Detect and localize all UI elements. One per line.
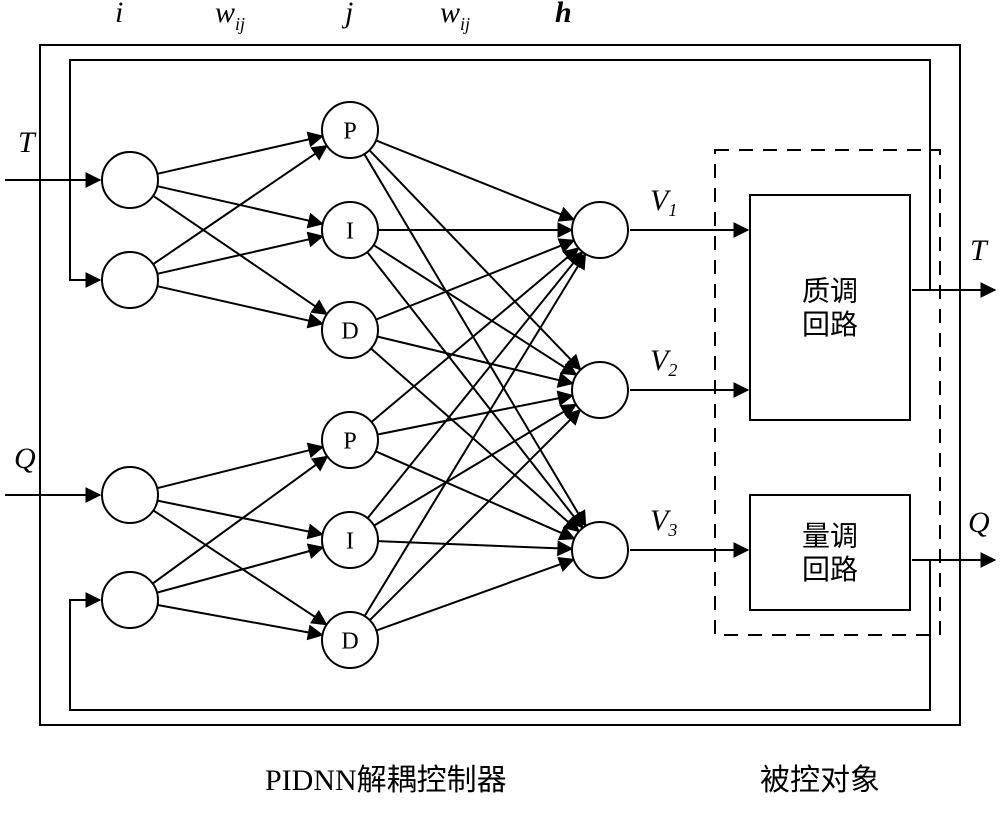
edge [374, 404, 576, 525]
hidden-node-label: I [346, 528, 354, 554]
block-top-line2: 回路 [802, 309, 858, 341]
hidden-node-label: P [343, 118, 356, 144]
edge [377, 395, 572, 434]
caption-right: 被控对象 [760, 764, 880, 797]
output-node [572, 362, 628, 418]
edge [158, 605, 323, 635]
label-Q-out: Q [968, 506, 990, 539]
label-V2: V2 [650, 344, 677, 380]
block-bottom-line1: 量调 [802, 522, 858, 553]
outer-box [40, 45, 960, 725]
block-bottom-line2: 回路 [802, 554, 858, 586]
block-top-line1: 质调 [802, 276, 858, 308]
input-node [102, 467, 158, 523]
block-bottom [750, 495, 910, 610]
edge [157, 236, 322, 274]
input-node [102, 252, 158, 308]
edge [157, 547, 323, 592]
edge [376, 140, 574, 219]
edge [374, 245, 577, 375]
layer-label-i: i [115, 0, 123, 29]
layer-label-wij2: wij [440, 0, 470, 34]
edge [376, 240, 574, 319]
layer-label-j: j [341, 0, 353, 29]
edge [153, 510, 326, 624]
edge [367, 252, 583, 528]
hidden-node-label: D [341, 318, 358, 344]
edge [365, 254, 586, 616]
label-T-in: T [18, 126, 37, 159]
edge [153, 146, 327, 264]
edge [376, 559, 573, 630]
edge [371, 348, 579, 531]
edge [157, 136, 322, 174]
output-node [572, 202, 628, 258]
layer-label-wij1: wij [215, 0, 245, 34]
caption-left: PIDNN解耦控制器 [265, 764, 507, 797]
hidden-node-label: D [341, 628, 358, 654]
edge [153, 456, 328, 583]
edge [157, 286, 322, 324]
edge [377, 337, 573, 384]
input-node [102, 572, 158, 628]
edge [157, 447, 323, 488]
label-V1: V1 [650, 184, 677, 220]
input-node [102, 152, 158, 208]
edge [368, 252, 583, 518]
label-V3: V3 [650, 504, 677, 540]
output-node [572, 522, 628, 578]
hidden-node-label: I [346, 218, 354, 244]
edge [369, 150, 580, 370]
label-Q-in: Q [14, 442, 36, 475]
edge [370, 410, 580, 620]
hidden-node-label: P [343, 428, 356, 454]
label-T-out: T [970, 234, 989, 267]
feedback-top [70, 60, 930, 290]
block-top [750, 195, 910, 420]
layer-label-h: h [555, 0, 572, 29]
